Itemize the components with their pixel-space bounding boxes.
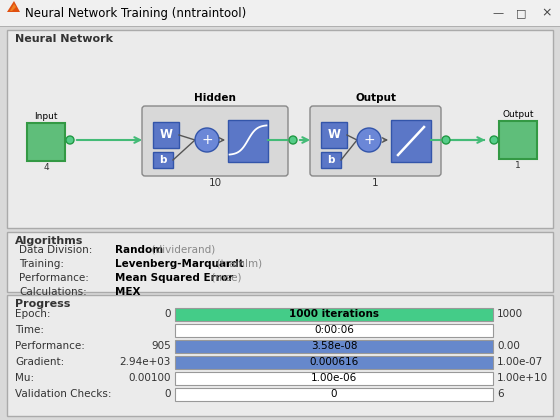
Text: Output: Output bbox=[355, 93, 396, 103]
Bar bbox=[175, 372, 493, 384]
Text: MEX: MEX bbox=[115, 287, 141, 297]
Bar bbox=[7, 30, 553, 228]
Text: Levenberg-Marquardt: Levenberg-Marquardt bbox=[115, 259, 244, 269]
Text: 6: 6 bbox=[497, 389, 503, 399]
FancyBboxPatch shape bbox=[27, 123, 65, 161]
Polygon shape bbox=[10, 4, 16, 11]
Text: (mse): (mse) bbox=[205, 273, 241, 283]
Text: 0: 0 bbox=[331, 389, 337, 399]
FancyBboxPatch shape bbox=[310, 106, 441, 176]
Text: Random: Random bbox=[115, 245, 163, 255]
Text: (trainlm): (trainlm) bbox=[210, 259, 262, 269]
Text: b: b bbox=[159, 155, 167, 165]
Text: 2.94e+03: 2.94e+03 bbox=[120, 357, 171, 367]
Text: Neural Network: Neural Network bbox=[15, 34, 113, 44]
FancyBboxPatch shape bbox=[142, 106, 288, 176]
Text: 0.00100: 0.00100 bbox=[128, 373, 171, 383]
Text: 1000 iterations: 1000 iterations bbox=[289, 309, 379, 319]
Text: 1.00e+10: 1.00e+10 bbox=[497, 373, 548, 383]
Text: 3.58e-08: 3.58e-08 bbox=[311, 341, 357, 351]
Circle shape bbox=[289, 136, 297, 144]
Bar bbox=[0, 26, 560, 27]
Bar bbox=[7, 232, 553, 292]
Text: Neural Network Training (nntraintool): Neural Network Training (nntraintool) bbox=[25, 6, 246, 19]
Text: Algorithms: Algorithms bbox=[15, 236, 83, 246]
Text: 0:00:06: 0:00:06 bbox=[314, 325, 354, 335]
Bar bbox=[7, 295, 553, 416]
Text: □: □ bbox=[516, 8, 526, 18]
Text: 0: 0 bbox=[165, 309, 171, 319]
Bar bbox=[391, 120, 431, 162]
Text: 1: 1 bbox=[372, 178, 379, 188]
Text: Performance:: Performance: bbox=[19, 273, 89, 283]
Text: W: W bbox=[160, 129, 172, 142]
Text: 0.00: 0.00 bbox=[497, 341, 520, 351]
Text: Training:: Training: bbox=[19, 259, 64, 269]
Bar bbox=[153, 122, 179, 148]
Bar bbox=[175, 307, 493, 320]
Text: +: + bbox=[201, 133, 213, 147]
Bar bbox=[175, 388, 493, 401]
Circle shape bbox=[357, 128, 381, 152]
Text: W: W bbox=[328, 129, 340, 142]
Text: Calculations:: Calculations: bbox=[19, 287, 87, 297]
Text: 905: 905 bbox=[151, 341, 171, 351]
Text: b: b bbox=[327, 155, 335, 165]
Bar bbox=[0, 0, 560, 26]
Bar bbox=[175, 355, 493, 368]
Text: Performance:: Performance: bbox=[15, 341, 85, 351]
Text: Validation Checks:: Validation Checks: bbox=[15, 389, 111, 399]
Circle shape bbox=[442, 136, 450, 144]
Text: Progress: Progress bbox=[15, 299, 71, 309]
Text: 1.00e-07: 1.00e-07 bbox=[497, 357, 543, 367]
Bar bbox=[175, 339, 493, 352]
Text: Epoch:: Epoch: bbox=[15, 309, 50, 319]
Bar bbox=[228, 120, 268, 162]
Circle shape bbox=[66, 136, 74, 144]
Bar bbox=[153, 152, 173, 168]
Bar bbox=[175, 323, 493, 336]
Text: Mean Squared Error: Mean Squared Error bbox=[115, 273, 234, 283]
Bar bbox=[321, 152, 341, 168]
Text: ×: × bbox=[542, 6, 552, 19]
Text: +: + bbox=[363, 133, 375, 147]
Text: Output: Output bbox=[502, 110, 534, 119]
Text: —: — bbox=[492, 8, 503, 18]
Text: 10: 10 bbox=[208, 178, 222, 188]
Text: (dividerand): (dividerand) bbox=[145, 245, 215, 255]
Text: 0: 0 bbox=[165, 389, 171, 399]
Text: 1: 1 bbox=[515, 161, 521, 170]
Text: 0.000616: 0.000616 bbox=[309, 357, 358, 367]
Text: 1.00e-06: 1.00e-06 bbox=[311, 373, 357, 383]
Text: 4: 4 bbox=[43, 163, 49, 172]
Text: Data Division:: Data Division: bbox=[19, 245, 92, 255]
Polygon shape bbox=[7, 1, 20, 12]
Text: Input: Input bbox=[34, 112, 58, 121]
Text: Mu:: Mu: bbox=[15, 373, 34, 383]
FancyBboxPatch shape bbox=[499, 121, 537, 159]
Text: Hidden: Hidden bbox=[194, 93, 236, 103]
Bar bbox=[321, 122, 347, 148]
Text: 1000: 1000 bbox=[497, 309, 523, 319]
Text: Gradient:: Gradient: bbox=[15, 357, 64, 367]
Text: Time:: Time: bbox=[15, 325, 44, 335]
Circle shape bbox=[195, 128, 219, 152]
Circle shape bbox=[490, 136, 498, 144]
